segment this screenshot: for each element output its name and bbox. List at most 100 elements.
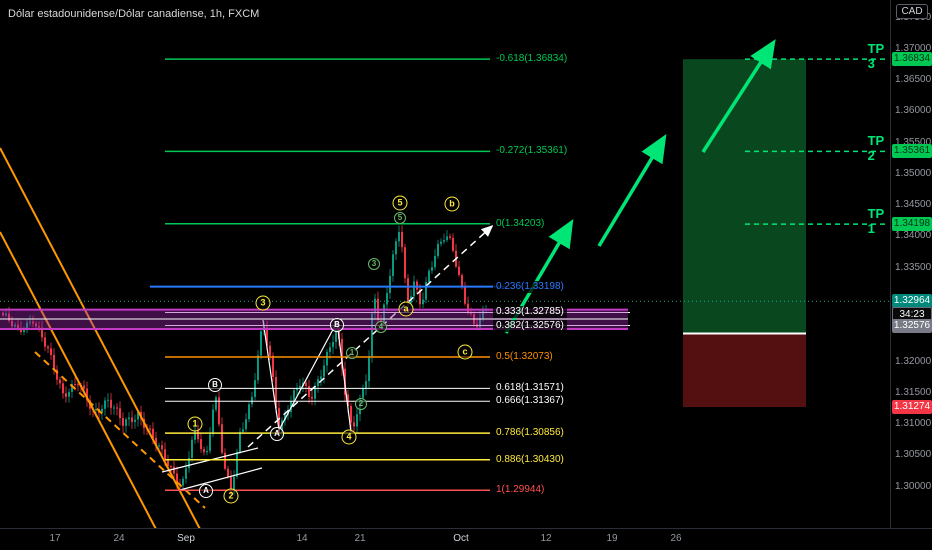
candle-body	[314, 386, 316, 399]
candle-body	[95, 409, 97, 411]
time-axis-label: 19	[606, 533, 618, 544]
time-axis-label: Sep	[177, 533, 195, 544]
time-axis[interactable]: 17 24 Sep 14 21 Oct 12 19 26	[0, 528, 932, 550]
price-axis-tick: 1.36500	[895, 74, 932, 86]
price-axis-tick: 1.35500	[895, 136, 932, 148]
channel-upper-line[interactable]	[0, 147, 212, 528]
position-profit-box[interactable]	[683, 59, 806, 334]
candle-body	[359, 398, 361, 415]
price-axis-tick: 1.30500	[895, 449, 932, 461]
chart-canvas[interactable]: -0.618(1.36834) -0.272(1.35361) 0(1.34203)…	[0, 0, 890, 528]
candle-body	[278, 408, 280, 433]
drawing-lines-layer[interactable]	[0, 39, 890, 528]
candle-body	[404, 247, 406, 279]
candle-body	[35, 323, 37, 327]
price-axis-tick: 1.34500	[895, 199, 932, 211]
candle-body	[83, 385, 85, 389]
candle-body	[356, 414, 358, 427]
price-tag: 1.32576	[892, 318, 932, 333]
candle-body	[467, 303, 469, 313]
time-axis-label: 21	[354, 533, 366, 544]
candle-body	[398, 232, 400, 242]
channel-mid-dashed-line[interactable]	[34, 351, 206, 509]
candle-body	[431, 267, 433, 271]
price-tag: 1.36834	[892, 52, 932, 67]
candle-body	[482, 309, 484, 319]
candle-body	[131, 417, 133, 422]
candle-body	[23, 330, 25, 332]
candle-body	[77, 384, 79, 386]
candle-body	[299, 385, 301, 389]
price-axis-tick: 1.36000	[895, 105, 932, 117]
candle-body	[434, 256, 436, 268]
price-axis-tick: 1.34000	[895, 230, 932, 242]
candle-body	[389, 276, 391, 293]
candle-body	[194, 424, 196, 440]
candle-body	[47, 346, 49, 349]
impulse-dashed-line[interactable]	[247, 224, 494, 448]
candle-body	[248, 404, 250, 420]
candle-body	[167, 460, 169, 467]
candle-body	[416, 281, 418, 290]
candle-body	[401, 232, 403, 248]
candle-body	[413, 281, 415, 297]
candle-body	[422, 299, 424, 305]
candle-body	[293, 390, 295, 402]
channel-lower-line[interactable]	[0, 231, 168, 528]
candle-body	[17, 324, 19, 328]
price-chart-svg[interactable]	[0, 0, 890, 528]
position-loss-box[interactable]	[683, 333, 806, 408]
candle-body	[206, 450, 208, 453]
candle-body	[362, 388, 364, 399]
candle-body	[86, 388, 88, 401]
candle-body	[26, 322, 28, 331]
candle-body	[185, 468, 187, 479]
candle-body	[311, 396, 313, 399]
candle-body	[122, 418, 124, 426]
candle-body	[305, 382, 307, 387]
candle-body	[113, 407, 115, 409]
time-axis-label: 12	[540, 533, 552, 544]
candle-body	[134, 419, 136, 422]
candle-body	[101, 408, 103, 413]
candle-body	[128, 417, 130, 420]
time-axis-label: 26	[670, 533, 682, 544]
candle-body	[68, 391, 70, 397]
projection-arrow[interactable]	[597, 134, 667, 247]
candle-body	[239, 431, 241, 452]
candle-body	[209, 434, 211, 451]
candle-body	[233, 476, 235, 495]
candle-body	[137, 411, 139, 420]
candle-body	[371, 313, 373, 357]
candle-body	[74, 384, 76, 386]
candle-body	[323, 365, 325, 377]
price-axis-tick: 1.37000	[895, 42, 932, 54]
candle-body	[380, 320, 382, 322]
candle-body	[446, 236, 448, 241]
candle-body	[5, 313, 7, 316]
candle-body	[392, 254, 394, 276]
currency-badge[interactable]: CAD	[896, 4, 928, 19]
price-axis-tick: 1.31500	[895, 386, 932, 398]
time-axis-label: 24	[113, 533, 125, 544]
candle-body	[452, 237, 454, 251]
candle-body	[116, 407, 118, 409]
candle-body	[110, 399, 112, 408]
price-tag: 1.35361	[892, 144, 932, 159]
abc-zigzag-line[interactable]	[262, 319, 352, 433]
candlestick-series	[2, 225, 487, 497]
candle-body	[11, 320, 13, 327]
candle-body	[269, 345, 271, 356]
wedge-lower-line[interactable]	[179, 467, 263, 491]
candle-body	[218, 397, 220, 425]
symbol-title[interactable]: Dólar estadounidense/Dólar canadiense, 1…	[8, 8, 260, 20]
projection-arrow[interactable]	[701, 39, 776, 153]
price-axis[interactable]: CAD 1.375001.370001.365001.360001.355001…	[890, 0, 932, 528]
candle-body	[155, 438, 157, 446]
price-axis-tick: 1.33500	[895, 261, 932, 273]
candle-body	[368, 356, 370, 382]
candle-body	[437, 243, 439, 257]
candle-body	[161, 445, 163, 450]
candle-body	[170, 466, 172, 468]
candle-body	[443, 240, 445, 242]
